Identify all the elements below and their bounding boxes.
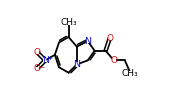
- Text: O: O: [106, 34, 113, 43]
- Bar: [43, 58, 47, 62]
- Bar: [63, 21, 74, 25]
- Text: O: O: [110, 56, 117, 65]
- Text: CH₃: CH₃: [122, 69, 139, 78]
- Text: N: N: [84, 37, 91, 46]
- Text: N: N: [73, 60, 80, 69]
- Bar: [35, 50, 39, 54]
- Bar: [35, 67, 39, 71]
- Text: −: −: [39, 65, 45, 70]
- Bar: [108, 36, 112, 40]
- Text: O: O: [34, 48, 41, 57]
- Text: O: O: [34, 64, 41, 73]
- Bar: [75, 62, 79, 67]
- Text: CH₃: CH₃: [60, 18, 77, 27]
- Text: +: +: [47, 56, 53, 61]
- Bar: [86, 39, 90, 43]
- Text: N: N: [42, 56, 49, 65]
- Bar: [112, 58, 116, 62]
- Bar: [125, 71, 136, 75]
